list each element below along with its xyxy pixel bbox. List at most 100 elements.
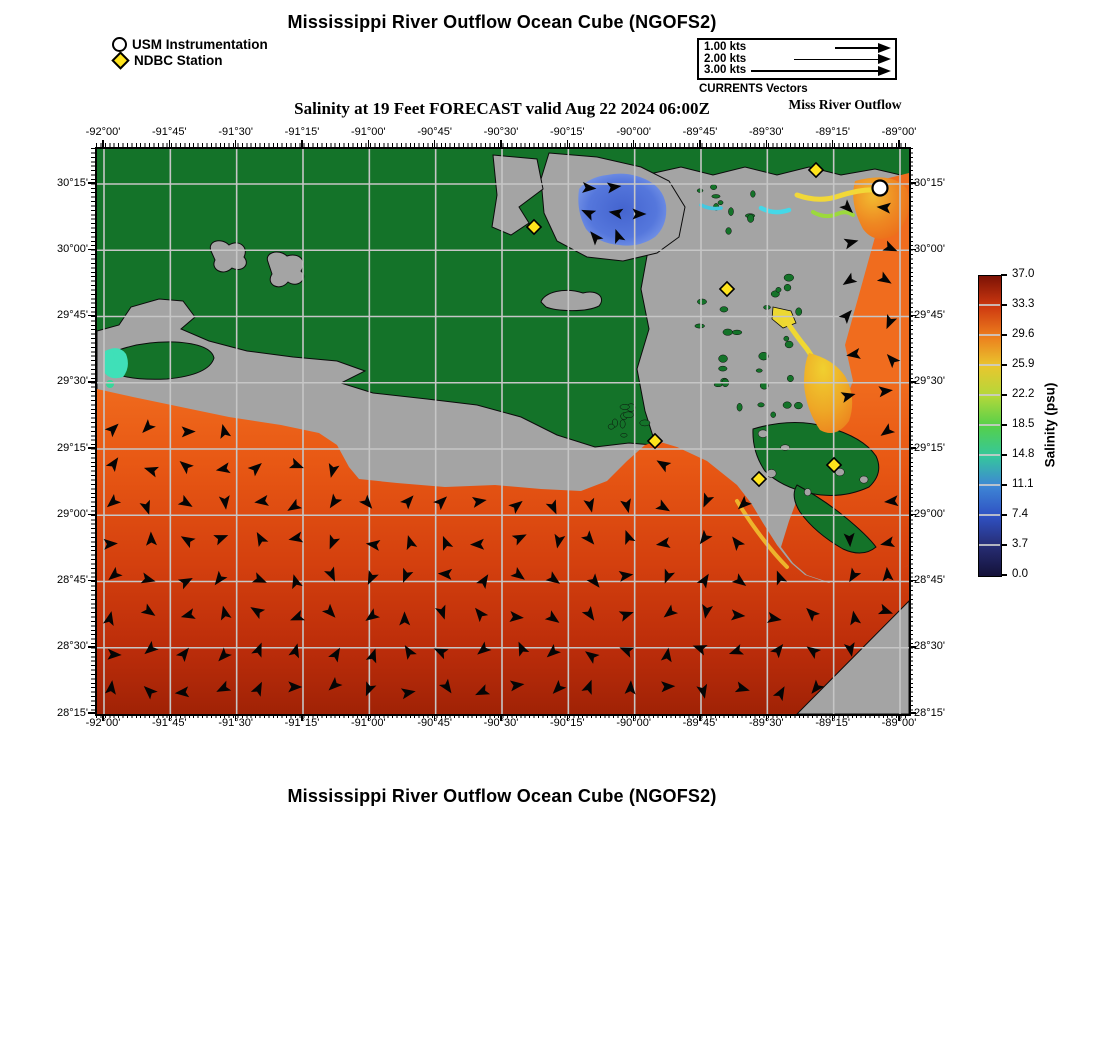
marsh-speckle	[794, 401, 803, 410]
current-arrow-icon	[655, 537, 671, 548]
current-arrow-icon	[846, 347, 861, 359]
delta-shore-fringe	[735, 499, 789, 569]
current-arrow-icon	[843, 532, 855, 548]
marsh-speckle	[835, 468, 845, 477]
colorbar-tick-mark	[1001, 424, 1007, 426]
current-arrow-icon	[838, 309, 852, 325]
current-arrow-icon	[218, 495, 230, 510]
lon-major-tick-top	[699, 140, 701, 148]
current-arrow-icon	[180, 536, 196, 549]
current-arrow-icon	[328, 676, 343, 691]
current-arrow-icon	[615, 228, 626, 244]
island-2	[266, 251, 305, 288]
lat-major-tick-right	[908, 182, 916, 184]
current-arrow-icon	[213, 535, 229, 546]
current-arrow-icon	[664, 568, 676, 584]
current-arrow-icon	[140, 603, 156, 616]
current-arrow-icon	[254, 494, 269, 506]
current-arrow-icon	[608, 208, 624, 220]
footer-title: Mississippi River Outflow Ocean Cube (NG…	[287, 786, 717, 806]
vector-key-entry: 1.00 kts	[704, 41, 891, 54]
current-arrow-icon	[886, 314, 898, 330]
lon-tick-label-top: -89°45'	[682, 126, 718, 138]
current-arrow-icon	[661, 681, 676, 693]
colorbar-tick-mark	[1001, 304, 1007, 306]
marsh-speckle	[783, 273, 794, 282]
current-arrow-icon	[882, 240, 898, 252]
lon-major-tick-bottom	[898, 713, 900, 721]
marsh-speckle	[804, 488, 812, 497]
vector-key-arrowhead-icon	[878, 54, 891, 65]
current-arrow-icon	[433, 496, 448, 511]
lat-tick-label-left: 30°15'	[57, 176, 88, 189]
lon-major-tick-bottom	[699, 713, 701, 721]
current-arrow-icon	[620, 498, 631, 514]
minor-ticks-top	[96, 143, 908, 148]
region-label: Miss River Outflow	[788, 97, 902, 112]
current-arrow-icon	[618, 611, 634, 622]
current-arrow-icon	[806, 607, 820, 622]
lat-tick-label-left: 30°00'	[57, 242, 88, 255]
current-arrow-icon	[876, 271, 892, 284]
marsh-speckle	[736, 403, 743, 412]
island-3	[540, 289, 603, 312]
current-arrow-icon	[475, 684, 491, 696]
current-arrow-icon	[181, 426, 196, 438]
current-arrow-icon	[438, 678, 452, 694]
lat-tick-label-left: 28°15'	[57, 706, 88, 719]
vector-key-arrow-shaft	[794, 58, 878, 60]
current-arrow-icon	[470, 538, 485, 550]
marsh-speckle	[728, 207, 734, 216]
ndbc-diamond-icon	[111, 50, 130, 70]
lon-major-tick-top	[433, 140, 436, 148]
current-arrow-icon	[290, 610, 306, 621]
marsh-speckle	[795, 307, 803, 316]
lat-major-tick-left	[88, 579, 96, 582]
lat-major-tick-right	[908, 513, 916, 515]
colorbar-title: Salinity (psu)	[1042, 382, 1058, 468]
ndbc-station-marker	[646, 432, 664, 450]
lat-major-tick-right	[908, 314, 916, 317]
colorbar-tick-label: 29.6	[1012, 328, 1035, 340]
current-arrow-icon	[105, 680, 116, 695]
lon-tick-label-top: -91°45'	[152, 126, 187, 138]
lon-tick-label-top: -89°15'	[815, 126, 850, 138]
brackish-streak	[811, 210, 855, 219]
lon-major-tick-bottom	[433, 713, 436, 721]
usm-instrumentation-marker	[871, 179, 889, 197]
marsh-speckle	[755, 368, 763, 373]
delta-marsh	[106, 341, 880, 554]
lon-major-tick-bottom	[632, 713, 635, 721]
lon-tick-label-top: -90°30'	[483, 126, 519, 138]
page-title: Mississippi River Outflow Ocean Cube (NG…	[287, 12, 717, 32]
marsh-speckle	[607, 423, 615, 430]
current-arrow-icon	[839, 199, 854, 214]
ndbc-station-marker	[525, 218, 543, 236]
current-arrow-icon	[544, 610, 560, 623]
current-arrow-icon	[324, 566, 336, 582]
colorbar-tick-label: 3.7	[1012, 538, 1028, 550]
vector-key-speed-label: 1.00 kts	[704, 41, 747, 53]
lat-major-tick-right	[908, 248, 916, 250]
lat-major-tick-right	[908, 381, 916, 383]
marsh-speckle	[718, 354, 728, 363]
lon-major-tick-top	[765, 140, 768, 148]
lon-tick-label-bottom: -91°15'	[284, 717, 320, 729]
current-arrow-icon	[581, 679, 592, 695]
current-arrow-icon	[581, 209, 597, 221]
current-arrow-icon	[728, 644, 744, 655]
lon-major-tick-bottom	[500, 713, 502, 721]
current-arrow-icon	[554, 533, 566, 549]
current-arrow-icon	[175, 647, 189, 663]
current-arrow-icon	[545, 571, 561, 584]
current-arrow-icon	[518, 641, 530, 657]
marsh-speckle	[783, 283, 792, 292]
marsh-speckle	[639, 419, 651, 427]
lon-tick-label-bottom: -91°45'	[152, 717, 187, 729]
colorbar-tick-mark	[1001, 364, 1007, 366]
current-arrow-icon	[552, 680, 567, 694]
marsh-speckle	[619, 419, 626, 429]
legend-item-label: NDBC Station	[134, 52, 223, 68]
colorbar-tick-mark	[1001, 454, 1007, 456]
